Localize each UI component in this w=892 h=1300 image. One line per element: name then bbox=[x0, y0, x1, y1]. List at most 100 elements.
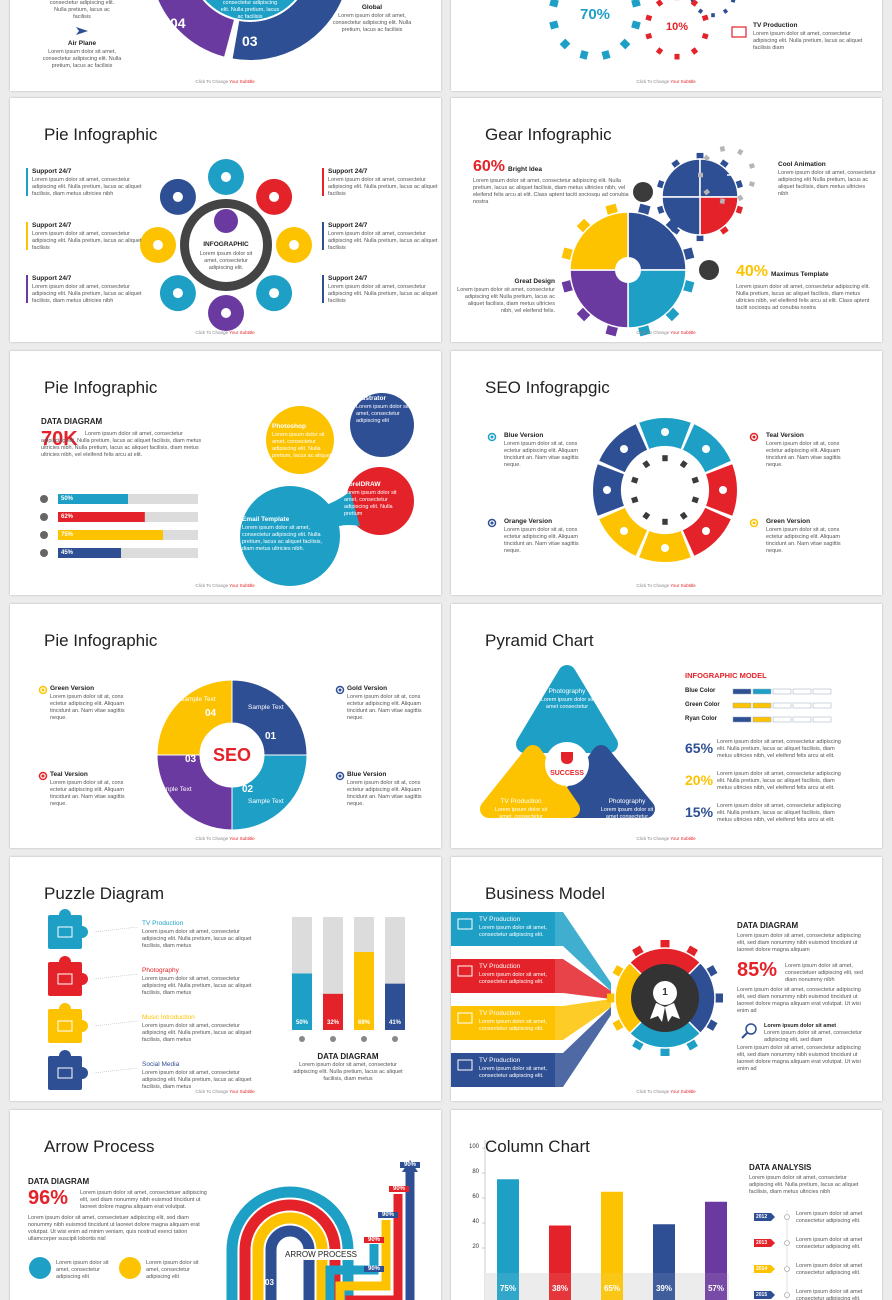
item-text: Lorem ipsum dolor sit at, cons ectetur a… bbox=[347, 694, 422, 721]
item-text: Lorem ipsum dolor sit amet, consectetur … bbox=[142, 929, 252, 949]
bubble-title: Illustrator bbox=[356, 395, 386, 402]
column-label: 50% bbox=[295, 1020, 308, 1026]
gear-tooth bbox=[719, 198, 726, 204]
legend-bar bbox=[772, 688, 792, 695]
footer: Click To Change Your Subtitle bbox=[616, 836, 716, 841]
slide-title: Pie Infographic bbox=[44, 125, 158, 144]
slide-title: Pyramid Chart bbox=[485, 631, 594, 650]
gear-tooth bbox=[645, 32, 653, 40]
connector bbox=[551, 912, 611, 991]
year: 2015 bbox=[756, 1292, 768, 1298]
item-title: Global bbox=[361, 4, 383, 11]
text: Lorem ipsum dolor sit amet, consectetur … bbox=[737, 1045, 861, 1072]
item-text: Lorem ipsum dolor sit amet, consectetur … bbox=[142, 1023, 252, 1043]
bubble-text: Lorem ipsum dolor sit amet, consectetur … bbox=[272, 432, 332, 459]
timeline-text: Lorem ipsum dolor sit amet consectetur a… bbox=[796, 1237, 863, 1250]
arch bbox=[239, 1199, 341, 1300]
item-title: Support 24/7 bbox=[328, 275, 368, 282]
gear-segment bbox=[699, 196, 739, 236]
gear-hub bbox=[615, 257, 641, 283]
item-text: Lorem ipsum dolor sit amet, consectetur … bbox=[142, 1070, 252, 1090]
heading: DATA DIAGRAM bbox=[41, 417, 103, 426]
accent-bar bbox=[322, 222, 324, 250]
icon-text: Lorem ipsum dolor sit amet, consectetur … bbox=[56, 1260, 109, 1280]
slide: Pyramid Chart SUCCESS Photography Lorem ips… bbox=[451, 604, 882, 848]
bullet bbox=[41, 688, 45, 692]
gear-tooth bbox=[719, 146, 726, 152]
gear-tooth bbox=[679, 511, 688, 520]
bar bbox=[58, 548, 121, 558]
column-label: 32% bbox=[326, 1020, 339, 1026]
footer-text: Your Subtitle bbox=[229, 79, 255, 84]
slide-graphics bbox=[487, 417, 759, 563]
bar bbox=[705, 1201, 727, 1273]
center-label: SUCCESS bbox=[550, 770, 584, 777]
icon bbox=[457, 1012, 473, 1024]
number: 03 bbox=[265, 1278, 274, 1287]
bar-label: 62% bbox=[61, 514, 74, 520]
slide: 70% 10% TV Production Lorem ipsum dolor sit… bbox=[451, 0, 882, 91]
legend-bar bbox=[752, 688, 772, 695]
icon bbox=[214, 209, 238, 233]
puzzle-knob bbox=[59, 1050, 71, 1062]
column-label: 69% bbox=[357, 1020, 370, 1026]
icon bbox=[40, 531, 48, 539]
column bbox=[323, 993, 343, 1030]
gear-segment bbox=[661, 158, 701, 198]
text: Lorem ipsum dolor sit amet, consectetur … bbox=[41, 431, 202, 458]
percent: 40% bbox=[736, 263, 769, 280]
legend-bar bbox=[732, 716, 752, 723]
gear-tooth bbox=[601, 50, 611, 60]
item-title: Support 24/7 bbox=[32, 222, 72, 229]
gear-tooth bbox=[631, 476, 639, 484]
footer: Click To Change Your Subtitle bbox=[175, 1089, 275, 1094]
footer: Click To Change Your Subtitle bbox=[616, 583, 716, 588]
heading: DATA DIAGRAM bbox=[317, 1052, 379, 1061]
item-title: Green Version bbox=[50, 685, 95, 692]
gear-hub bbox=[658, 8, 696, 46]
item-text: Lorem ipsum dolor sit amet, consectetur … bbox=[32, 284, 142, 304]
item-title: TV Production bbox=[142, 920, 184, 927]
accent-bar bbox=[26, 222, 28, 250]
label-bg bbox=[280, 1249, 362, 1260]
footer: Click To Change Your Subtitle bbox=[175, 836, 275, 841]
item-title: Blue Version bbox=[347, 771, 387, 778]
icon bbox=[221, 172, 231, 182]
gear-hub bbox=[567, 0, 623, 42]
legend-bar bbox=[772, 716, 792, 723]
slide: Business Model TV Production Lorem ipsum d… bbox=[451, 857, 882, 1101]
slide: Puzzle Diagram TV Production Lorem ipsum d… bbox=[10, 857, 441, 1101]
item-title: Support 24/7 bbox=[328, 168, 368, 175]
band-text: Lorem ipsum dolor sit amet, consectetur … bbox=[479, 972, 547, 985]
item-title: TV Production bbox=[753, 22, 798, 29]
item-text: consectetur adipiscing elit. Nulla preti… bbox=[49, 0, 115, 20]
center-label: SEO bbox=[212, 745, 251, 765]
icon bbox=[269, 191, 280, 202]
bar bbox=[58, 512, 145, 522]
big-number: 96% bbox=[28, 1187, 69, 1209]
icon bbox=[172, 288, 183, 299]
center bbox=[200, 723, 264, 787]
icon bbox=[299, 1036, 305, 1042]
gear-tooth bbox=[698, 172, 703, 178]
band-title: TV Production bbox=[479, 963, 521, 970]
item-text: Lorem ipsum dolor sit amet, consectetur … bbox=[457, 287, 555, 314]
percent: 20% bbox=[685, 772, 714, 788]
bubble bbox=[346, 467, 414, 535]
item-text: Lorem ipsum dolor sit amet, consectetur … bbox=[473, 178, 629, 205]
bar-base bbox=[497, 1273, 519, 1300]
item-text: Lorem ipsum dolor sit at, cons ectetur a… bbox=[50, 694, 125, 721]
legend-bar bbox=[752, 716, 772, 723]
bubble-text: Lorem ipsum dolor sit amet, consectetur … bbox=[344, 490, 397, 517]
arrow bbox=[345, 1194, 403, 1300]
item-text: Lorem ipsum dolor sit amet, consectetur … bbox=[42, 49, 122, 69]
slide-graphics bbox=[26, 159, 324, 331]
gear-tooth bbox=[642, 511, 651, 520]
item-text: Lorem ipsum dolor sit amet, consectetur … bbox=[142, 976, 252, 996]
gear-tooth bbox=[579, 50, 589, 60]
gear-tooth bbox=[748, 162, 756, 169]
item-text: Lorem ipsum dolor sit at, cons ectetur a… bbox=[347, 780, 422, 807]
gear-tooth bbox=[679, 460, 688, 469]
slide-graphics bbox=[29, 1160, 418, 1300]
